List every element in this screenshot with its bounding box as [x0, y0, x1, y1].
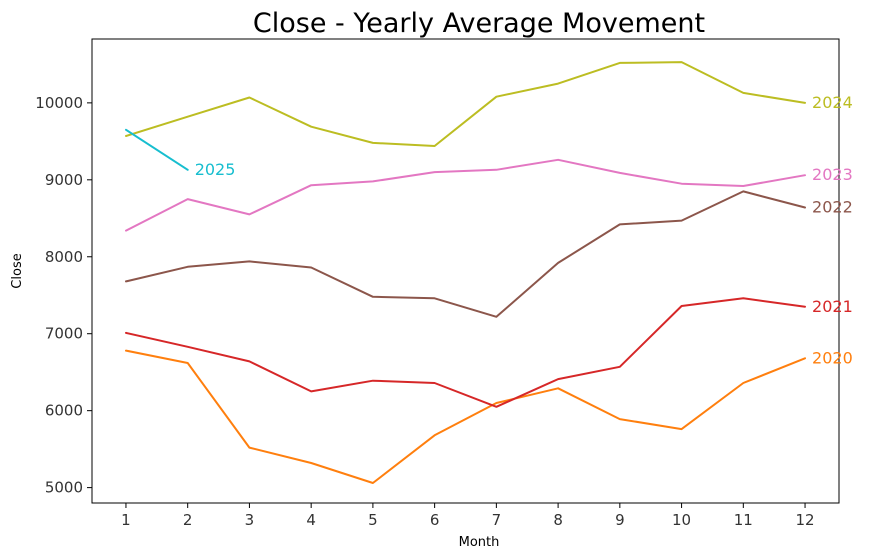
- y-tick-label: 6000: [45, 402, 83, 420]
- series-line-2025: [125, 128, 189, 171]
- series-labels: 2020 2021 2022 2023 2024 2025: [195, 93, 853, 367]
- x-tick-label: 11: [734, 511, 753, 529]
- series-label-2022: 2022: [812, 198, 853, 217]
- series-label-2025: 2025: [195, 160, 236, 179]
- series-line-2022: [125, 190, 806, 318]
- series-label-2020: 2020: [812, 348, 853, 367]
- x-tick-label: 9: [615, 511, 625, 529]
- series-line-2024: [125, 61, 806, 147]
- x-tick-label: 2: [183, 511, 193, 529]
- x-axis: 1 2 3 4 5 6 7 8 9 10 11 12: [121, 503, 815, 529]
- y-axis: 5000 6000 7000 8000 9000 10000: [35, 94, 92, 497]
- y-tick-label: 7000: [45, 325, 83, 343]
- x-tick-label: 10: [672, 511, 691, 529]
- x-tick-label: 5: [368, 511, 378, 529]
- series-label-2021: 2021: [812, 297, 853, 316]
- series-label-2024: 2024: [812, 93, 853, 112]
- x-tick-label: 3: [245, 511, 255, 529]
- x-tick-label: 8: [553, 511, 563, 529]
- plot-area: [125, 61, 806, 484]
- series-line-2020: [125, 349, 806, 484]
- plot-frame: [91, 38, 840, 504]
- x-tick-label: 4: [306, 511, 316, 529]
- y-tick-label: 8000: [45, 248, 83, 266]
- y-axis-label: Close: [10, 253, 25, 288]
- y-tick-label: 10000: [35, 94, 83, 112]
- x-tick-label: 12: [795, 511, 814, 529]
- x-tick-label: 7: [492, 511, 502, 529]
- chart-title: Close - Yearly Average Movement: [253, 8, 705, 39]
- series-line-2023: [125, 158, 806, 232]
- x-tick-label: 6: [430, 511, 440, 529]
- x-axis-label: Month: [459, 535, 500, 550]
- y-tick-label: 9000: [45, 171, 83, 189]
- x-tick-label: 1: [121, 511, 131, 529]
- series-label-2023: 2023: [812, 165, 853, 184]
- y-tick-label: 5000: [45, 479, 83, 497]
- series-line-2021: [125, 297, 806, 408]
